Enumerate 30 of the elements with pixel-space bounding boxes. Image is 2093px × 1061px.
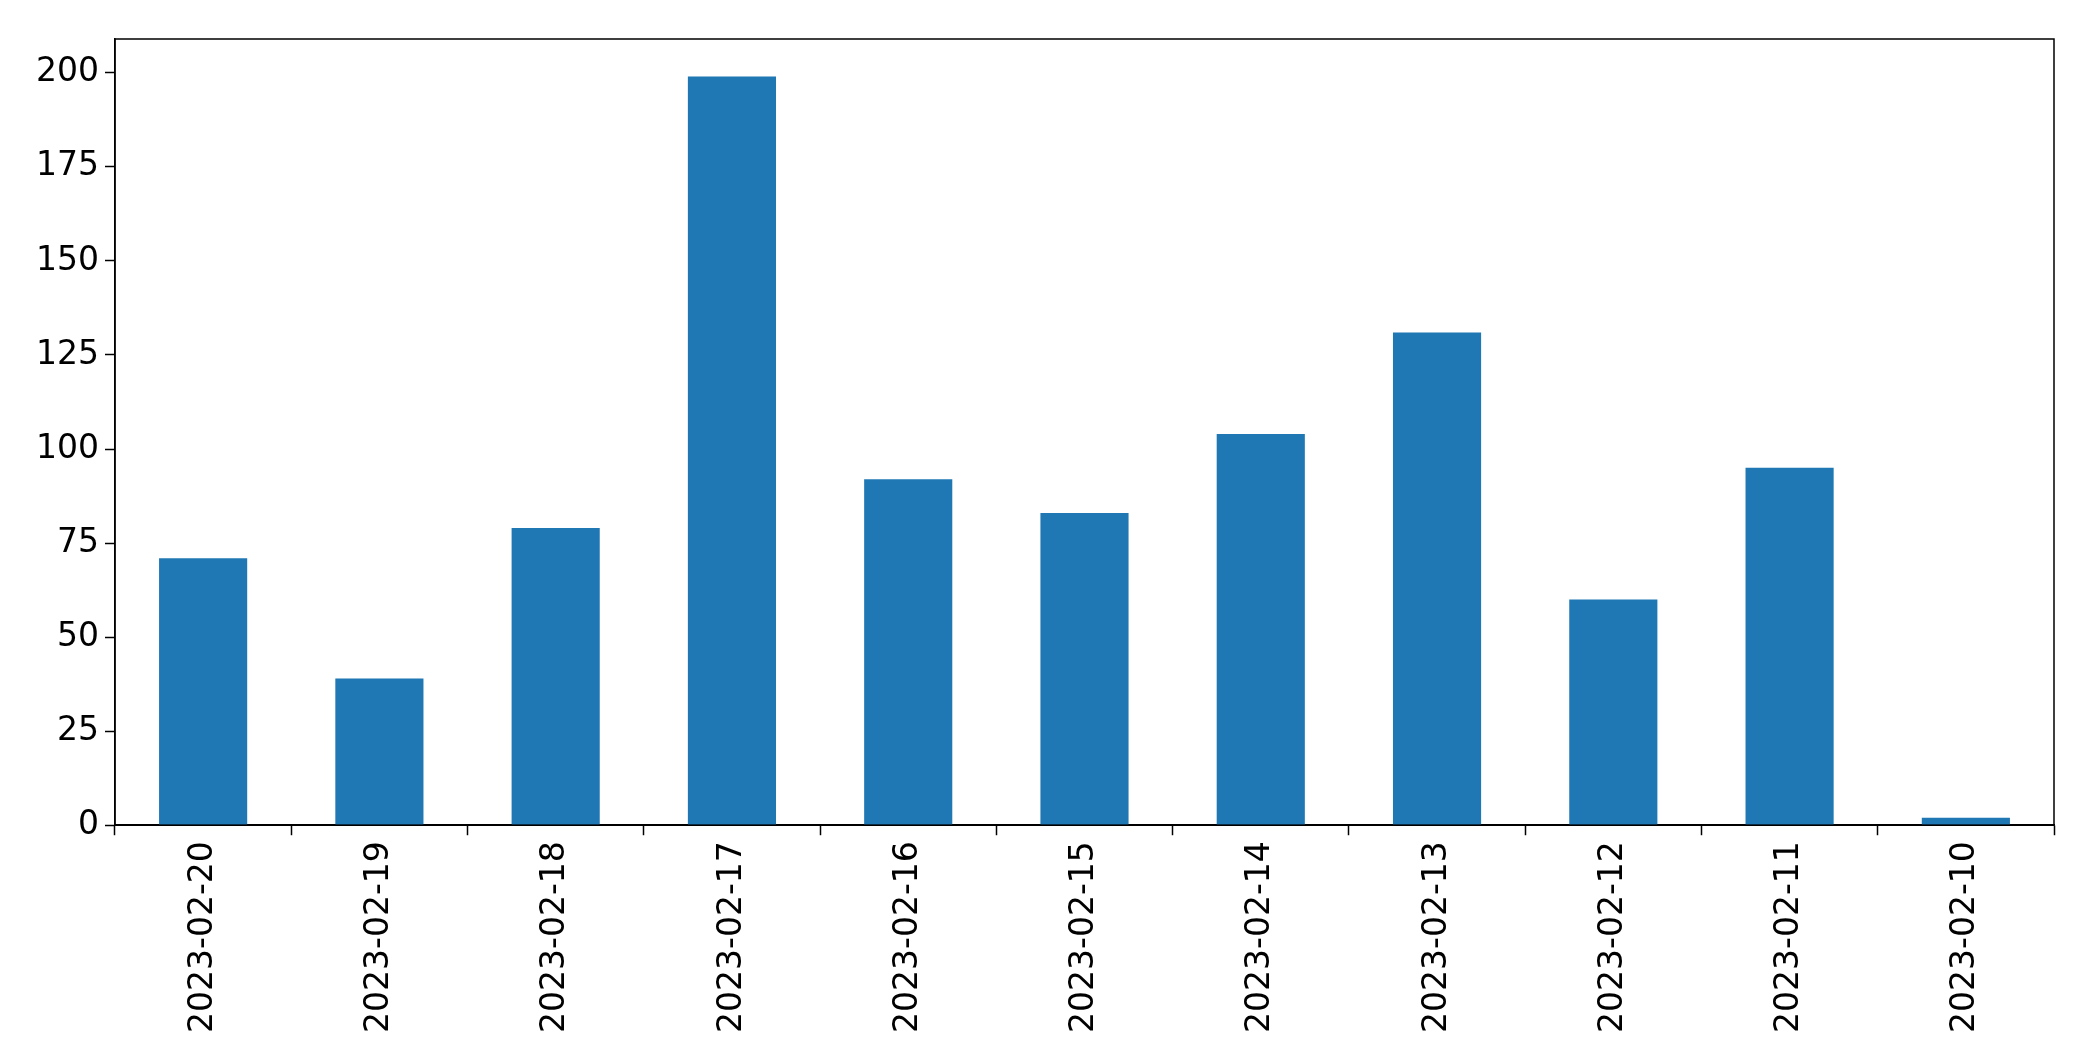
bar: [335, 678, 424, 825]
y-tick-label: 25: [56, 708, 99, 748]
x-tick-label: 2023-02-10: [1943, 841, 1983, 1033]
bar: [159, 558, 248, 825]
x-tick-label: 2023-02-13: [1414, 841, 1454, 1033]
y-tick-label: 50: [56, 614, 99, 654]
y-tick-label: 175: [35, 144, 99, 184]
bar: [1216, 433, 1305, 825]
y-tick-label: 125: [35, 332, 99, 372]
bar: [687, 76, 777, 825]
x-tick-label: 2023-02-17: [709, 841, 749, 1033]
bar: [864, 479, 953, 825]
y-tick-label: 150: [35, 238, 99, 278]
x-tick-label: 2023-02-11: [1767, 841, 1807, 1033]
x-tick-label: 2023-02-18: [533, 841, 573, 1033]
bar: [1745, 467, 1834, 825]
x-tick-label: 2023-02-15: [1062, 841, 1102, 1033]
y-tick-label: 100: [35, 426, 99, 466]
y-tick-label: 0: [77, 802, 99, 842]
bar: [1392, 332, 1482, 825]
x-tick-label: 2023-02-12: [1590, 841, 1630, 1033]
x-tick-label: 2023-02-14: [1238, 841, 1278, 1033]
bar: [1040, 512, 1129, 825]
x-tick-label: 2023-02-19: [356, 841, 396, 1033]
bar: [511, 528, 600, 825]
x-tick-label: 2023-02-20: [180, 841, 220, 1033]
bar: [1569, 599, 1658, 825]
x-tick-label: 2023-02-16: [885, 841, 925, 1033]
y-tick-label: 75: [56, 520, 99, 560]
y-tick-label: 200: [35, 50, 99, 90]
